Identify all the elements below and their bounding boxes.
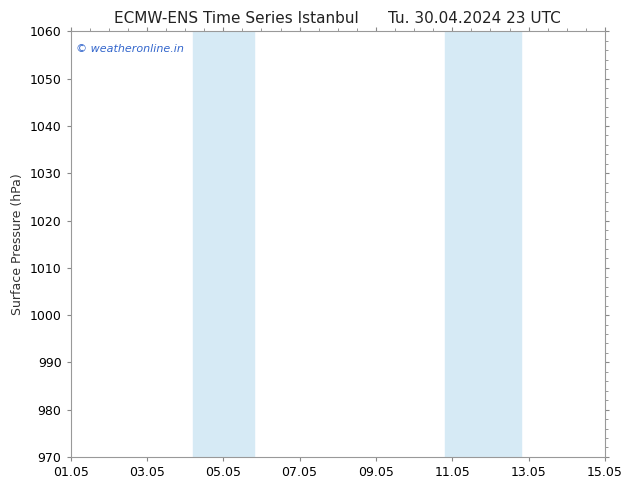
Bar [479, 31, 521, 457]
Bar [193, 31, 223, 457]
Text: © weatheronline.in: © weatheronline.in [76, 44, 184, 54]
Bar [444, 31, 479, 457]
Bar [223, 31, 254, 457]
Y-axis label: Surface Pressure (hPa): Surface Pressure (hPa) [11, 173, 24, 315]
Title: ECMW-ENS Time Series Istanbul      Tu. 30.04.2024 23 UTC: ECMW-ENS Time Series Istanbul Tu. 30.04.… [114, 11, 561, 26]
